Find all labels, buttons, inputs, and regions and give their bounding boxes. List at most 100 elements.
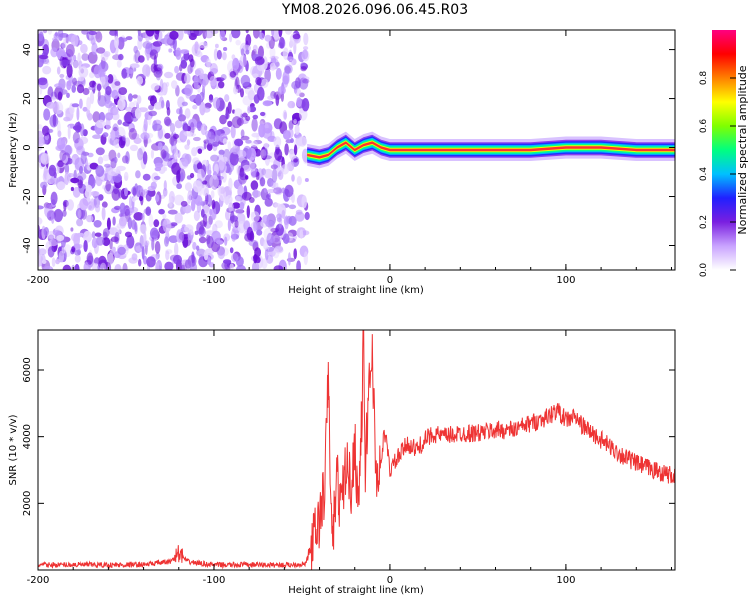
noise-cell [294,211,305,222]
noise-cell [126,235,135,249]
noise-cell [154,166,162,172]
noise-cell [196,248,206,257]
noise-cell [91,42,98,55]
noise-cell [296,97,302,108]
noise-cell [169,123,176,133]
noise-cell [100,262,107,270]
noise-cell [88,72,95,79]
noise-cell [124,137,131,147]
spectrogram-y-axis-label: Frequency (Hz) [8,112,19,188]
noise-cell [132,94,138,99]
noise-cell [128,127,137,140]
noise-cell [222,138,228,145]
noise-cell [180,133,186,141]
noise-cell [122,135,126,142]
noise-cell [162,187,168,197]
noise-cell [181,153,190,167]
noise-cell [263,168,274,179]
noise-cell [179,106,183,118]
noise-cell [193,210,200,222]
noise-cell [58,33,69,38]
noise-cell [288,59,294,67]
noise-cell [102,132,109,138]
noise-cell [269,46,276,59]
noise-cell [127,217,133,230]
noise-cell [199,101,206,116]
noise-cell [154,162,163,169]
noise-cell [72,131,80,144]
noise-cell [118,53,124,61]
noise-cell [229,247,234,254]
noise-cell [164,132,171,139]
noise-cell [287,100,296,109]
spectrogram-y-tick-label: -40 [22,237,33,253]
noise-cell [54,83,64,88]
noise-cell [38,253,44,267]
noise-cell [293,118,298,125]
noise-cell [163,116,171,126]
noise-cell [227,218,231,231]
noise-cell [71,246,76,253]
noise-cell [284,64,293,74]
noise-cell [174,212,183,224]
noise-cell [269,62,276,71]
noise-cell [210,154,220,162]
noise-cell [56,137,66,150]
noise-cell [234,138,244,147]
noise-cell [106,217,111,230]
noise-cell [277,86,286,95]
noise-cell [192,241,197,250]
snr-y-tick-label: 6000 [22,357,33,382]
noise-cell [64,163,70,175]
noise-cell [38,77,48,86]
noise-cell [153,67,163,78]
noise-cell [274,148,283,161]
noise-cell [215,43,219,49]
noise-cell [288,204,297,210]
noise-cell [46,101,56,109]
noise-cell [245,49,250,55]
noise-cell [67,125,71,140]
noise-cell [180,59,188,69]
noise-cell [275,94,280,107]
snr-y-axis: 2000 4000 6000 [22,357,675,516]
noise-cell [224,112,230,120]
noise-cell [139,235,144,249]
noise-cell [41,57,50,65]
noise-cell [244,233,253,242]
noise-cell [145,30,155,37]
spectrogram-x-tick-label: 0 [387,275,393,286]
noise-cell [272,248,280,259]
noise-cell [122,262,128,270]
noise-cell [78,209,82,219]
noise-cell [91,237,98,249]
noise-cell [256,229,263,236]
noise-cell [304,178,309,182]
noise-cell [250,167,258,179]
noise-cell [102,237,111,247]
noise-cell [142,64,151,77]
noise-cell [154,102,163,110]
noise-cell [277,42,284,49]
noise-cell [209,63,218,75]
noise-cell [50,47,58,58]
noise-cell [62,264,72,270]
noise-cell [86,96,91,111]
noise-cell [159,78,164,93]
snr-y-axis-label: SNR (10 * v/v) [8,414,19,485]
noise-cell [92,134,102,139]
noise-cell [119,202,126,215]
noise-cell [296,260,301,270]
noise-cell [263,228,272,241]
noise-cell [231,30,241,39]
noise-cell [42,125,50,136]
noise-cell [40,181,48,189]
noise-cell [188,54,194,62]
noise-cell [161,30,166,33]
noise-cell [140,186,144,197]
noise-cell [222,51,227,61]
noise-cell [211,230,221,243]
noise-cell [211,199,216,210]
noise-cell [183,30,188,34]
